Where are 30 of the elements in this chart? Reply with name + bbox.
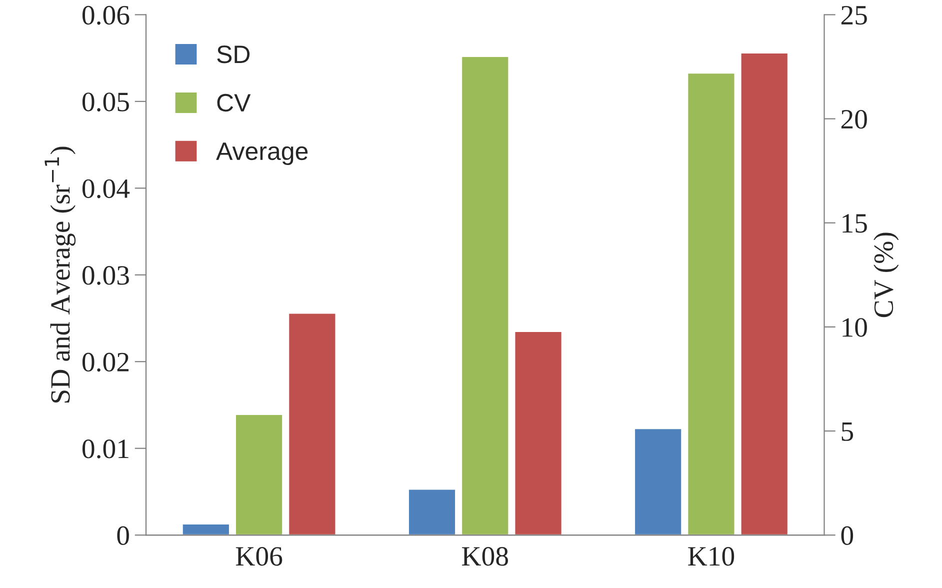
y-tick-label: 0.02 <box>82 352 129 372</box>
bar <box>181 523 230 536</box>
y2-axis-title: CV (%) <box>874 232 899 318</box>
bar <box>234 414 284 536</box>
bar <box>514 330 563 536</box>
bar <box>740 52 789 536</box>
y-tick-label: 0.05 <box>82 92 129 112</box>
y2-tick-label: 5 <box>842 422 854 441</box>
bar <box>288 312 337 536</box>
y2-tick-label: 25 <box>841 6 867 25</box>
y-tick-label: 0.03 <box>82 266 129 285</box>
y-tick-label: 0 <box>117 526 129 545</box>
y2-tick-label: 0 <box>841 526 854 545</box>
y-tick-label: 0.01 <box>82 440 128 458</box>
y2-tick-label: 20 <box>841 110 867 129</box>
bar <box>408 488 456 536</box>
legend-label: Average <box>216 142 308 166</box>
bar <box>686 72 736 536</box>
y-axis-title: SD and Average (sr$^{−1}$) <box>44 146 76 402</box>
legend-label: SD <box>217 45 250 64</box>
bar <box>634 428 683 536</box>
y2-tick-label: 10 <box>842 318 867 337</box>
bar <box>460 56 510 536</box>
x-tick-label: K06 <box>236 546 282 566</box>
legend-label: CV <box>217 94 251 112</box>
x-tick-label: K08 <box>462 546 508 566</box>
y-tick-label: 0.04 <box>82 179 130 198</box>
x-tick-label: K10 <box>688 546 734 566</box>
y-tick-label: 0.06 <box>82 6 130 25</box>
y2-tick-label: 15 <box>842 214 867 233</box>
